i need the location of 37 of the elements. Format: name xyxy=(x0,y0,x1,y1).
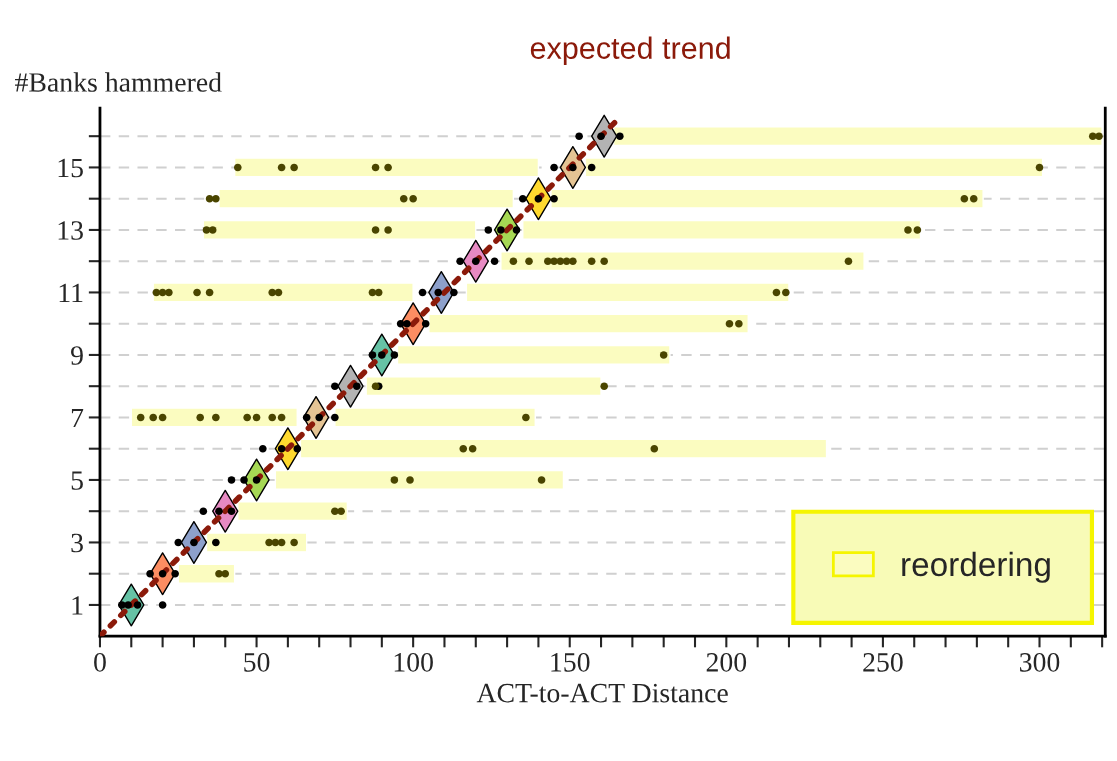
bar xyxy=(152,282,414,303)
bar xyxy=(465,282,790,303)
x-tick-label: 100 xyxy=(394,652,433,672)
y-tick-label: 13 xyxy=(58,221,83,240)
bar xyxy=(177,563,236,584)
bar xyxy=(550,188,984,209)
bar xyxy=(522,219,922,241)
x-tick-label: 300 xyxy=(1020,652,1060,672)
text: expected trend xyxy=(530,36,730,66)
bar xyxy=(584,157,1044,178)
y-tick-label: 5 xyxy=(71,471,83,490)
legend-label: reordering xyxy=(902,551,1050,583)
y-tick-label: 3 xyxy=(71,533,83,553)
bar xyxy=(299,438,828,459)
y-tick-label: 1 xyxy=(72,596,83,615)
bar xyxy=(274,469,565,491)
bar xyxy=(428,313,749,334)
bar xyxy=(202,219,477,241)
x-axis-title: ACT-to-ACT Distance xyxy=(476,683,728,703)
y-tick-label: 11 xyxy=(59,283,83,303)
x-tick-label: 200 xyxy=(706,652,747,672)
y-tick-label: 9 xyxy=(71,346,83,365)
bar xyxy=(237,501,349,522)
bar xyxy=(365,376,602,397)
bar xyxy=(334,407,536,428)
y-tick-label: 7 xyxy=(71,408,84,428)
bar xyxy=(233,157,540,178)
x-tick-label: 150 xyxy=(551,652,590,672)
x-tick-label: 50 xyxy=(244,652,270,672)
bar xyxy=(218,188,515,209)
bar xyxy=(500,251,865,272)
bar xyxy=(396,344,671,366)
x-tick-label: 0 xyxy=(94,652,106,672)
bar xyxy=(612,126,1103,147)
x-tick-label: 250 xyxy=(863,652,903,672)
y-tick-label: 15 xyxy=(58,158,83,178)
y-axis-title: #Banks hammered xyxy=(15,72,222,92)
